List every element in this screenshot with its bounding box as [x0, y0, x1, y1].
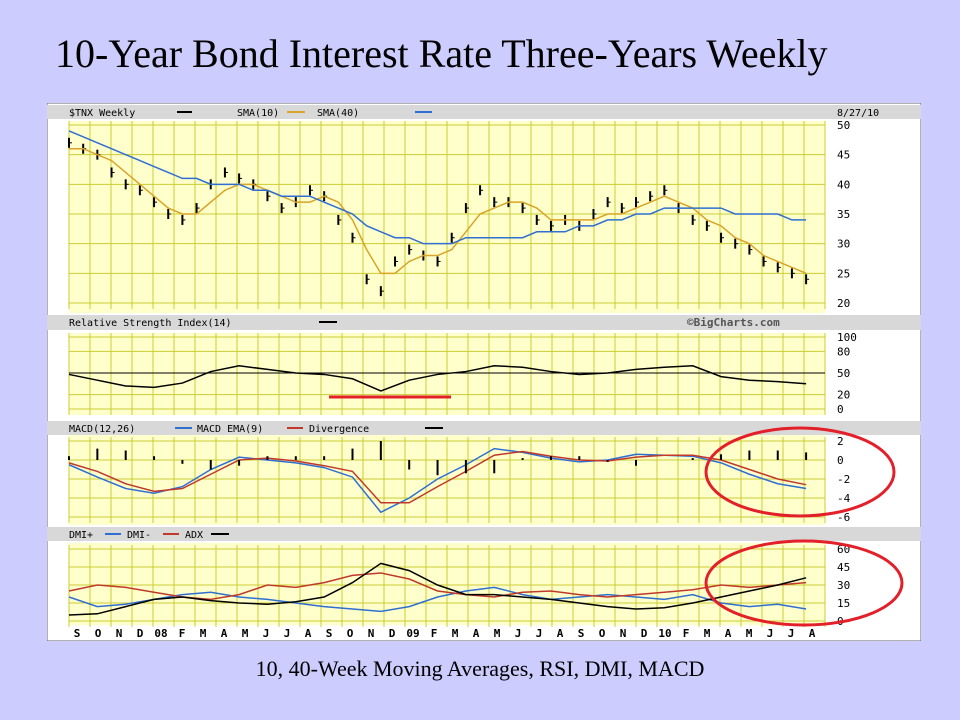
y-tick-label: -2	[837, 473, 850, 486]
x-tick-label: J	[263, 627, 270, 640]
rsi-header-bar	[47, 315, 921, 330]
legend-dmi-plus-label: DMI+	[69, 530, 93, 541]
series-line-dmi-	[68, 586, 807, 613]
slide-caption: 10, 40-Week Moving Averages, RSI, DMI, M…	[255, 656, 705, 681]
x-tick-label: O	[95, 627, 102, 640]
y-tick-label: 20	[837, 389, 850, 402]
y-tick-label: 0	[837, 454, 844, 467]
x-tick-label: 10	[658, 627, 671, 640]
date-label: 8/27/10	[837, 108, 879, 119]
y-tick-label: 40	[837, 178, 850, 191]
y-tick-label: 45	[837, 149, 850, 162]
x-tick-label: J	[515, 627, 522, 640]
x-tick-label: F	[179, 627, 186, 640]
x-tick-label: M	[242, 627, 249, 640]
x-tick-label: 08	[154, 627, 167, 640]
x-tick-label: S	[326, 627, 333, 640]
x-tick-label: J	[788, 627, 795, 640]
macd-title: MACD(12,26)	[69, 424, 135, 435]
x-tick-label: F	[683, 627, 690, 640]
y-tick-label: 50	[837, 119, 850, 132]
slide-title: 10-Year Bond Interest Rate Three-Years W…	[55, 31, 828, 76]
x-tick-label: J	[284, 627, 291, 640]
x-tick-label: O	[599, 627, 606, 640]
dmi-highlight-circle	[704, 539, 904, 627]
series-line-sma-40-	[68, 130, 807, 245]
x-tick-label: O	[347, 627, 354, 640]
x-tick-label: M	[200, 627, 207, 640]
legend-adx-label: ADX	[185, 530, 203, 541]
x-tick-label: S	[578, 627, 585, 640]
series-line-sma-10-	[69, 147, 807, 275]
x-tick-label: M	[704, 627, 711, 640]
x-tick-label: D	[389, 627, 396, 640]
legend-divergence-label: Divergence	[309, 424, 369, 435]
dmi-header-bar	[47, 527, 921, 541]
x-tick-label: N	[116, 627, 123, 640]
legend-sma10-label: SMA(10)	[237, 108, 279, 119]
y-tick-label: -6	[837, 511, 850, 524]
y-tick-label: 20	[837, 297, 850, 310]
x-tick-label: J	[536, 627, 543, 640]
x-tick-label: N	[368, 627, 375, 640]
x-tick-label: N	[620, 627, 627, 640]
y-tick-label: 80	[837, 345, 850, 358]
y-tick-label: 50	[837, 367, 850, 380]
x-tick-label: A	[473, 627, 480, 640]
series-line-relative-strength-index-14-	[68, 365, 807, 392]
y-tick-label: 25	[837, 267, 850, 280]
stock-chart: $TNX Weekly SMA(10) SMA(40) 8/27/10 Rela…	[47, 103, 921, 641]
rsi-title: Relative Strength Index(14)	[69, 318, 232, 329]
y-tick-label: 15	[837, 597, 850, 610]
y-tick-label: 30	[837, 238, 850, 251]
legend-macd-ema-label: MACD EMA(9)	[197, 424, 263, 435]
price-header-bar	[47, 105, 921, 119]
x-tick-label: D	[137, 627, 144, 640]
y-tick-label: 100	[837, 331, 857, 344]
legend-dmi-minus-label: DMI-	[127, 530, 151, 541]
x-tick-label: 09	[406, 627, 419, 640]
x-tick-label: M	[746, 627, 753, 640]
series-line-adx	[68, 562, 807, 616]
x-tick-label: A	[557, 627, 564, 640]
x-tick-label: A	[809, 627, 816, 640]
price-title: $TNX Weekly	[69, 108, 135, 119]
y-tick-label: 35	[837, 208, 850, 221]
x-tick-label: S	[74, 627, 81, 640]
x-tick-label: A	[725, 627, 732, 640]
x-tick-label: M	[452, 627, 459, 640]
y-tick-label: 45	[837, 561, 850, 574]
x-tick-label: A	[305, 627, 312, 640]
y-tick-label: 0	[837, 403, 844, 416]
x-tick-label: J	[767, 627, 774, 640]
legend-sma40-label: SMA(40)	[317, 108, 359, 119]
macd-highlight-circle	[704, 426, 896, 518]
macd-header-bar	[47, 421, 921, 435]
x-tick-label: F	[431, 627, 438, 640]
x-tick-label: A	[221, 627, 228, 640]
series-line-divergence	[68, 450, 807, 504]
source-label: ©BigCharts.com	[687, 316, 780, 329]
y-tick-label: 30	[837, 579, 850, 592]
y-tick-label: -4	[837, 492, 851, 505]
x-tick-label: D	[641, 627, 648, 640]
x-tick-label: M	[494, 627, 501, 640]
y-tick-label: 2	[837, 435, 844, 448]
